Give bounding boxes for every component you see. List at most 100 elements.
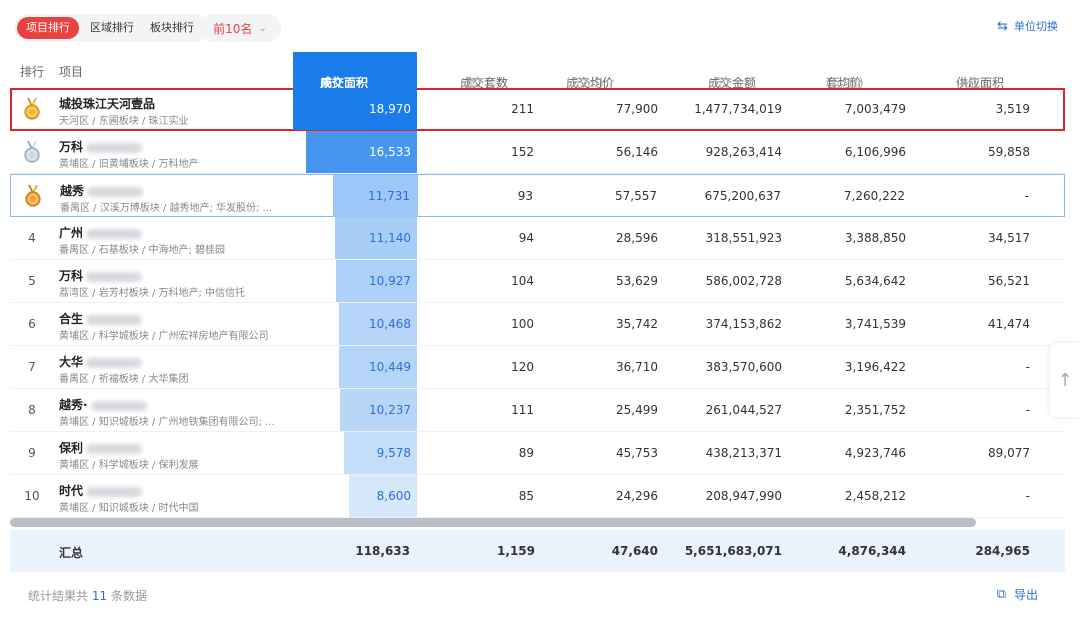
redacted-name: [87, 186, 144, 197]
medal-icon: [25, 185, 41, 207]
area-value: 10,237: [369, 403, 411, 417]
result-count-prefix: 统计结果共: [28, 589, 89, 603]
table-row[interactable]: 越秀番禺区 / 汉溪万博板块 / 越秀地产; 华发股份; ... 11,731 93…: [10, 174, 1065, 217]
area-bar: [335, 217, 417, 259]
project-name[interactable]: 时代: [59, 482, 143, 499]
project-subtitle: 黄埔区 / 知识城板块 / 时代中国: [59, 503, 199, 514]
result-count: 统计结果共 11 条数据: [28, 587, 147, 604]
table-row[interactable]: 6 合生 黄埔区 / 科学城板块 / 广州宏祥房地产有限公司 10,468 100 35,…: [10, 303, 1065, 346]
unit-switch-button[interactable]: ⇆ 单位切换: [997, 18, 1058, 34]
area-value: 18,970: [369, 102, 411, 116]
table-row[interactable]: 7 大华 番禺区 / 祈福板块 / 大华集团 10,449 120 36,710 383,5…: [10, 346, 1065, 389]
cell-unit-price: 2,458,212: [844, 489, 906, 503]
tab-sector-ranking[interactable]: 板块排行: [150, 21, 194, 34]
cell-units: 93: [517, 189, 533, 203]
table-row[interactable]: 万科 黄埔区 / 旧黄埔板块 / 万科地产 16,533 152 56,146 928,2…: [10, 131, 1065, 174]
area-bar: [336, 260, 417, 302]
col-avg-price-label: 成交均价: [566, 76, 615, 90]
col-project: 项目: [59, 65, 84, 79]
tab-project-ranking[interactable]: 项目排行: [17, 17, 79, 39]
top-n-label: 前10名: [213, 21, 253, 36]
project-subtitle: 天河区 / 东圃板块 / 珠江实业: [59, 116, 189, 127]
area-value: 9,578: [376, 446, 411, 460]
summary-avg-price: 47,640: [611, 544, 658, 558]
cell-amount: 438,213,371: [705, 446, 782, 460]
cell-avg-price: 45,753: [616, 446, 658, 460]
col-amount-label: 成交金额: [708, 76, 757, 90]
result-count-suffix: 条数据: [110, 589, 147, 603]
area-bar: [333, 175, 418, 217]
col-units-unit: (套): [460, 76, 482, 90]
cell-supply: 89,077: [988, 446, 1030, 460]
top-n-dropdown[interactable]: 前10名 ⌄: [199, 14, 281, 42]
col-unit-price-unit: (元/套): [826, 76, 864, 90]
project-name[interactable]: 越秀: [60, 182, 144, 199]
arrow-up-icon: ↑: [1057, 369, 1073, 391]
cell-unit-price: 2,351,752: [844, 403, 906, 417]
tab-district-ranking[interactable]: 区域排行: [90, 21, 134, 34]
cell-supply: 34,517: [988, 231, 1030, 245]
col-supply-unit: (㎡): [956, 76, 978, 90]
cell-supply: 3,519: [995, 102, 1030, 116]
table-row[interactable]: 城投珠江天河壹品 天河区 / 东圃板块 / 珠江实业 18,970 211 77,900…: [10, 88, 1065, 131]
export-label: 导出: [1013, 588, 1038, 602]
cell-avg-price: 53,629: [616, 274, 658, 288]
area-bar: [338, 303, 417, 345]
summary-label: 汇总: [59, 546, 84, 560]
table-row[interactable]: 10 时代 黄埔区 / 知识城板块 / 时代中国 8,600 85 24,296 208,9…: [10, 475, 1065, 518]
cell-amount: 383,570,600: [705, 360, 782, 374]
project-name[interactable]: 万科: [59, 267, 143, 284]
table-row[interactable]: 4 广州 番禺区 / 石基板块 / 中海地产; 碧桂园 11,140 94 28,596 3…: [10, 217, 1065, 260]
cell-amount: 318,551,923: [705, 231, 782, 245]
project-name[interactable]: 保利: [59, 439, 143, 456]
project-subtitle: 番禺区 / 汉溪万博板块 / 越秀地产; 华发股份; ...: [60, 203, 273, 214]
redacted-name: [86, 486, 143, 497]
cell-unit-price: 4,923,746: [844, 446, 906, 460]
col-unit-price-label: 套均价: [826, 76, 863, 90]
cell-avg-price: 57,557: [615, 189, 657, 203]
project-name[interactable]: 万科: [59, 138, 143, 155]
cell-units: 211: [511, 102, 534, 116]
cell-supply: 59,858: [988, 145, 1030, 159]
cell-units: 104: [511, 274, 534, 288]
area-bar: [343, 432, 417, 474]
project-name[interactable]: 合生: [59, 310, 143, 327]
cell-units: 152: [511, 145, 534, 159]
col-supply-label: 供应面积: [956, 76, 1005, 90]
redacted-name: [86, 142, 143, 153]
cell-unit-price: 3,196,422: [844, 360, 906, 374]
redacted-name: [86, 271, 143, 282]
cell-amount: 928,263,414: [705, 145, 782, 159]
cell-unit-price: 7,003,479: [844, 102, 906, 116]
cell-units: 94: [518, 231, 534, 245]
project-subtitle: 黄埔区 / 知识城板块 / 广州地铁集团有限公司; ...: [59, 417, 275, 428]
project-name-text: 万科: [59, 140, 84, 154]
project-name-text: 时代: [59, 484, 84, 498]
cell-avg-price: 56,146: [616, 145, 658, 159]
cell-units: 100: [511, 317, 534, 331]
summary-area: 118,633: [355, 544, 410, 558]
horizontal-scrollbar[interactable]: [10, 518, 976, 527]
project-name[interactable]: 广州: [59, 224, 143, 241]
project-name-text: 城投珠江天河壹品: [59, 97, 156, 111]
summary-row: 汇总 118,633 1,159 47,640 5,651,683,071 4,…: [10, 530, 1065, 572]
cell-avg-price: 28,596: [616, 231, 658, 245]
rank-number: 4: [28, 231, 36, 245]
export-button[interactable]: ⧉ 导出: [997, 586, 1038, 603]
table-row[interactable]: 5 万科 荔湾区 / 岩芳村板块 / 万科地产; 中信信托 10,927 104 53,6…: [10, 260, 1065, 303]
cell-unit-price: 6,106,996: [844, 145, 906, 159]
col-avg-price-unit: (元/㎡): [566, 76, 604, 90]
cell-avg-price: 24,296: [616, 489, 658, 503]
project-name[interactable]: 大华: [59, 353, 143, 370]
area-value: 10,927: [369, 274, 411, 288]
table-row[interactable]: 8 越秀· 黄埔区 / 知识城板块 / 广州地铁集团有限公司; ... 10,237 1…: [10, 389, 1065, 432]
cell-units: 89: [518, 446, 534, 460]
cell-units: 120: [511, 360, 534, 374]
project-name[interactable]: 城投珠江天河壹品: [59, 95, 155, 112]
area-value: 11,731: [368, 189, 410, 203]
back-to-top-button[interactable]: ↑: [1050, 343, 1080, 417]
sorted-column-bg: [293, 52, 417, 88]
table-row[interactable]: 9 保利 黄埔区 / 科学城板块 / 保利发展 9,578 89 45,753 438,21…: [10, 432, 1065, 475]
project-name[interactable]: 越秀·: [59, 396, 147, 413]
